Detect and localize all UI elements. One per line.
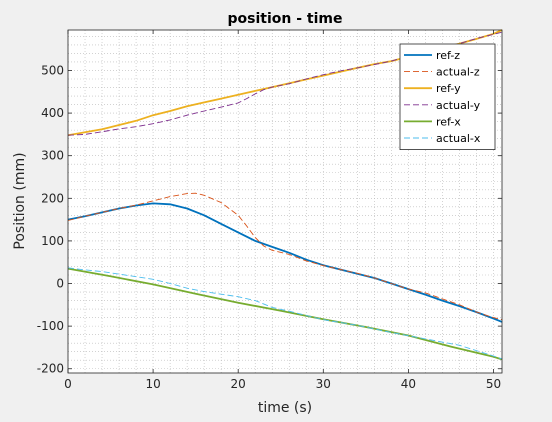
y-axis-label: Position (mm) — [12, 152, 28, 249]
y-tick-label: 100 — [41, 234, 64, 248]
x-tick-label: 20 — [231, 377, 246, 391]
chart-title: position - time — [228, 11, 343, 27]
series-line-ref-x — [67, 267, 503, 361]
legend-label-actual-y: actual-y — [436, 99, 481, 112]
y-tick-label: 500 — [41, 63, 64, 77]
legend-label-ref-x: ref-x — [436, 115, 461, 128]
x-tick-label: 10 — [145, 377, 160, 391]
legend-label-actual-x: actual-x — [436, 132, 481, 145]
y-tick-label: 0 — [56, 277, 64, 291]
x-tick-label: 30 — [316, 377, 331, 391]
y-tick-label: -200 — [37, 362, 64, 376]
legend-label-ref-z: ref-z — [436, 49, 460, 62]
x-tick-label: 50 — [486, 377, 501, 391]
series-line-actual-z — [67, 192, 503, 321]
x-tick-label: 0 — [64, 377, 72, 391]
x-tick-label: 40 — [401, 377, 416, 391]
y-tick-label: 400 — [41, 106, 64, 120]
x-axis-label: time (s) — [258, 400, 312, 416]
legend-label-actual-z: actual-z — [436, 66, 480, 79]
ticks: 0 10 20 30 40 50 -200 -100 0 100 200 300 400 500 — [37, 30, 502, 391]
legend-box — [399, 43, 496, 150]
axes-box — [67, 29, 503, 374]
y-tick-label: -100 — [37, 319, 64, 333]
series-line-actual-x — [67, 267, 503, 360]
minor-grid — [68, 30, 502, 373]
legend-label-ref-y: ref-y — [436, 82, 461, 95]
legend: ref-z actual-z ref-y actual-y ref-x actual-x — [399, 43, 496, 150]
y-tick-label: 200 — [41, 191, 64, 205]
series-line-ref-z — [67, 202, 503, 323]
y-tick-label: 300 — [41, 149, 64, 163]
